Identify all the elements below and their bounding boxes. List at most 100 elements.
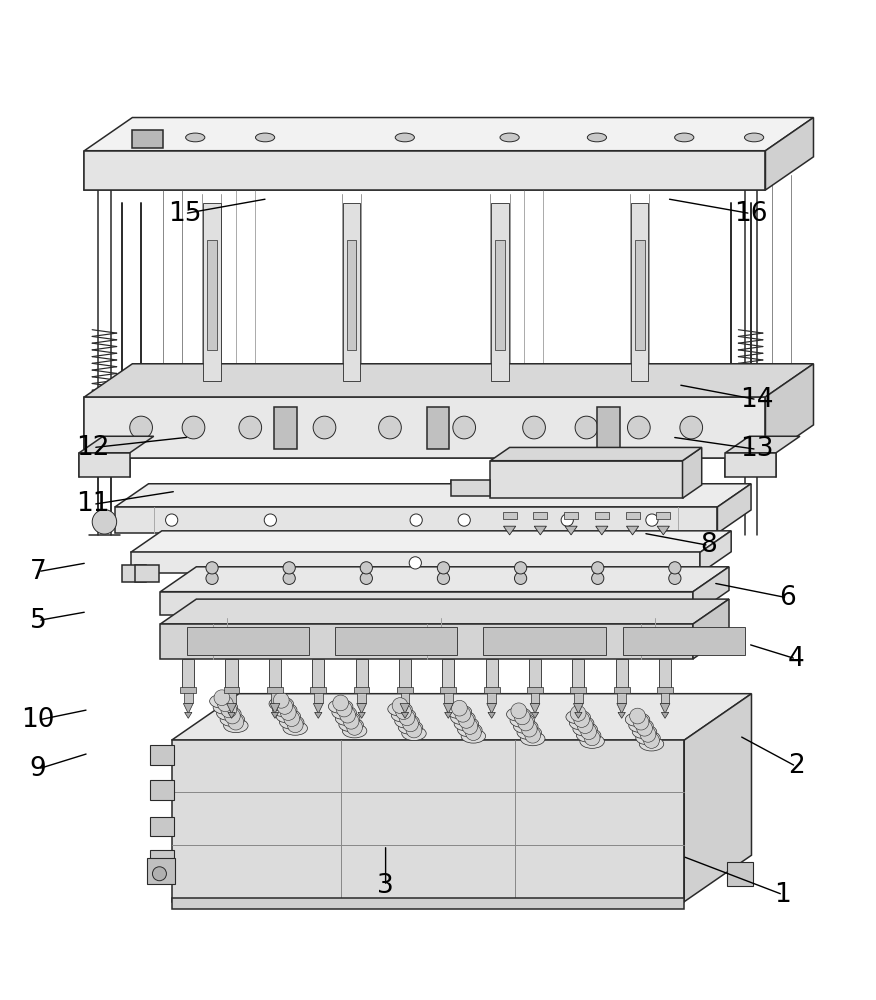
Bar [356, 659, 368, 692]
Circle shape [518, 715, 533, 731]
Polygon shape [717, 484, 751, 533]
Circle shape [437, 562, 449, 574]
Polygon shape [700, 531, 731, 573]
Circle shape [576, 416, 597, 439]
Circle shape [152, 867, 166, 881]
Ellipse shape [745, 133, 764, 142]
Bar [150, 850, 174, 869]
Circle shape [562, 514, 574, 526]
Ellipse shape [186, 133, 205, 142]
Ellipse shape [461, 729, 485, 743]
Bar [347, 240, 357, 350]
Circle shape [396, 704, 412, 720]
Circle shape [409, 557, 421, 569]
Ellipse shape [209, 694, 234, 708]
Ellipse shape [517, 726, 541, 740]
Circle shape [221, 702, 237, 718]
Ellipse shape [216, 706, 241, 720]
Bar [529, 659, 541, 692]
Ellipse shape [332, 706, 357, 720]
Polygon shape [766, 364, 814, 458]
Bar [203, 203, 221, 381]
Circle shape [521, 721, 537, 737]
Bar [491, 203, 509, 381]
Circle shape [206, 562, 218, 574]
Ellipse shape [457, 723, 482, 737]
Ellipse shape [573, 722, 597, 736]
Polygon shape [115, 484, 751, 507]
Polygon shape [131, 552, 700, 573]
Bar [400, 690, 409, 703]
Bar [225, 659, 237, 692]
Ellipse shape [328, 699, 353, 713]
Polygon shape [270, 703, 279, 714]
Circle shape [287, 717, 303, 733]
Circle shape [451, 700, 467, 716]
Circle shape [283, 572, 295, 584]
Circle shape [453, 416, 476, 439]
Polygon shape [84, 151, 766, 190]
Text: 15: 15 [168, 201, 201, 227]
Text: 5: 5 [30, 608, 46, 634]
Bar [533, 512, 548, 519]
Bar [444, 690, 453, 703]
Polygon shape [682, 447, 702, 498]
Polygon shape [314, 712, 322, 718]
Circle shape [410, 514, 422, 526]
Ellipse shape [566, 710, 590, 724]
Bar [572, 659, 584, 692]
Bar [631, 203, 648, 381]
Circle shape [511, 703, 526, 719]
Circle shape [668, 562, 681, 574]
Circle shape [239, 416, 262, 439]
Circle shape [273, 692, 289, 708]
Ellipse shape [520, 732, 545, 746]
Ellipse shape [343, 724, 367, 738]
Bar [442, 659, 455, 692]
Polygon shape [160, 592, 693, 615]
Polygon shape [661, 703, 670, 714]
Bar [79, 453, 130, 477]
Bar [172, 898, 684, 909]
Bar [269, 659, 281, 692]
Polygon shape [183, 703, 193, 714]
Circle shape [458, 514, 470, 526]
Ellipse shape [513, 720, 538, 733]
Ellipse shape [272, 703, 297, 717]
Polygon shape [185, 712, 192, 718]
Polygon shape [766, 118, 814, 190]
Circle shape [378, 416, 401, 439]
Polygon shape [693, 599, 729, 659]
Circle shape [630, 708, 646, 724]
Polygon shape [445, 712, 452, 718]
Ellipse shape [283, 721, 307, 735]
Circle shape [336, 701, 352, 717]
Text: 1: 1 [774, 882, 791, 908]
Circle shape [265, 514, 277, 526]
Circle shape [284, 711, 300, 727]
Ellipse shape [392, 708, 416, 722]
Ellipse shape [510, 713, 534, 727]
Polygon shape [160, 567, 729, 592]
Circle shape [680, 416, 703, 439]
Circle shape [360, 562, 372, 574]
Text: 11: 11 [76, 491, 110, 517]
Ellipse shape [639, 737, 664, 751]
Circle shape [214, 690, 230, 706]
Polygon shape [491, 447, 702, 461]
Circle shape [206, 572, 218, 584]
Polygon shape [693, 567, 729, 615]
Ellipse shape [587, 133, 606, 142]
Ellipse shape [388, 702, 413, 716]
Circle shape [333, 695, 349, 711]
Bar [570, 687, 586, 693]
Bar [531, 690, 540, 703]
Bar [150, 745, 174, 765]
Circle shape [591, 572, 604, 584]
Circle shape [584, 730, 600, 746]
Ellipse shape [580, 734, 604, 748]
Bar [726, 862, 752, 886]
Ellipse shape [569, 716, 594, 730]
Text: 6: 6 [779, 585, 795, 611]
Ellipse shape [450, 711, 475, 725]
